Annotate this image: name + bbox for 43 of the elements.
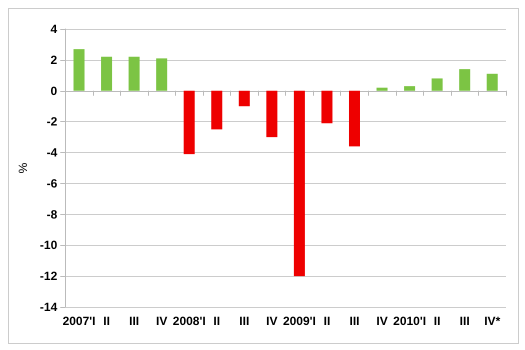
y-tick-label: -6: [46, 176, 58, 190]
bar: [156, 58, 168, 91]
x-tick-label: II: [213, 314, 220, 328]
x-tick-label: III: [239, 314, 250, 328]
bar: [486, 74, 498, 91]
bar: [238, 90, 250, 106]
bar: [128, 56, 140, 91]
x-tick-label: IV*: [484, 314, 501, 328]
bar: [101, 56, 112, 91]
x-tick-label: IV: [376, 314, 388, 328]
bar: [294, 90, 305, 276]
x-tick-label: III: [349, 314, 360, 328]
y-tick-label: -14: [40, 300, 58, 314]
x-tick-label: 2010'I: [393, 314, 426, 328]
bar: [321, 90, 332, 124]
x-tick-label: II: [434, 314, 440, 328]
x-tick-label: IV: [266, 314, 278, 328]
bar: [74, 49, 85, 91]
y-tick-label: 0: [50, 84, 58, 98]
y-tick-label: 2: [50, 52, 58, 67]
y-tick-label: -2: [46, 114, 58, 129]
x-tick-label: IV: [156, 314, 168, 328]
y-tick-label: -10: [40, 238, 58, 252]
bar: [459, 69, 470, 91]
y-tick-label: 4: [50, 22, 58, 36]
y-axis-title: %: [16, 162, 30, 174]
x-tick-label: 2008'I: [172, 314, 206, 328]
y-tick-label: -4: [46, 146, 58, 160]
bar: [432, 78, 443, 91]
bar: [266, 90, 278, 138]
x-tick-label: III: [129, 314, 140, 328]
bar: [184, 90, 195, 154]
bar: [348, 90, 360, 146]
bar: [211, 90, 222, 130]
bar: [404, 86, 416, 91]
x-tick-label: 2007'I: [62, 314, 96, 328]
x-tick-label: III: [460, 314, 470, 328]
bar: [376, 88, 388, 91]
x-tick-label: II: [324, 314, 330, 328]
y-tick-label: -12: [40, 269, 58, 284]
x-tick-label: 2009'I: [282, 314, 316, 328]
x-tick-label: II: [103, 314, 110, 328]
y-tick-label: -8: [46, 207, 58, 222]
